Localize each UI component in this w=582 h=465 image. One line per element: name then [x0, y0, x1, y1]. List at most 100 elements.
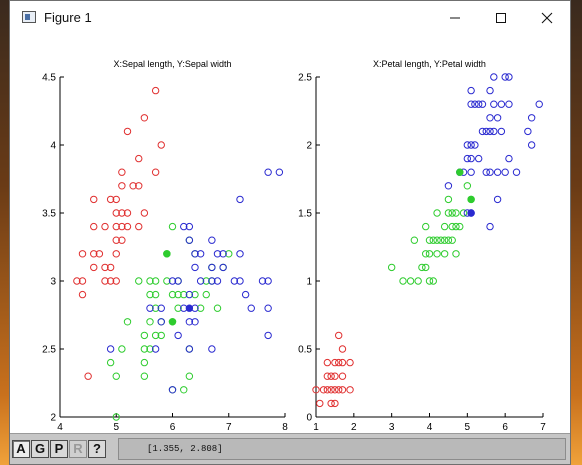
data-point [90, 222, 98, 231]
help-tool-button[interactable]: ? [88, 440, 106, 458]
data-point [444, 236, 453, 244]
grid-tool-button[interactable]: G [31, 440, 49, 458]
data-point [118, 168, 126, 176]
data-point [474, 154, 483, 163]
data-point [486, 168, 494, 176]
data-point [482, 168, 490, 176]
data-point [331, 358, 339, 367]
y-tick-label: 4.5 [42, 73, 56, 84]
data-point [467, 168, 475, 176]
data-point [467, 100, 475, 108]
data-point [90, 195, 98, 204]
data-point [505, 73, 513, 81]
maximize-icon [496, 13, 506, 23]
data-point [219, 250, 227, 258]
data-point [444, 182, 453, 190]
print-tool-button[interactable]: P [50, 440, 68, 458]
x-tick-label: 6 [170, 422, 176, 432]
data-point [135, 222, 143, 231]
data-point [490, 127, 498, 136]
data-point [501, 168, 509, 176]
data-point [112, 236, 120, 244]
data-point [505, 100, 513, 108]
data-point [335, 358, 343, 367]
data-point [429, 277, 437, 285]
data-point [478, 127, 487, 136]
data-point [78, 290, 87, 299]
figure-app-icon [22, 11, 36, 23]
highlighted-point [185, 304, 194, 312]
data-point [327, 372, 335, 380]
data-point [527, 114, 536, 122]
data-point [191, 290, 199, 299]
data-point [524, 127, 532, 136]
data-point [191, 250, 199, 258]
plot-title: X:Sepal length, Y:Sepal width [114, 59, 232, 69]
x-tick-label: 7 [226, 422, 232, 432]
data-point [146, 304, 154, 312]
data-point [151, 168, 160, 176]
data-point [208, 263, 216, 272]
data-point [112, 222, 120, 231]
x-tick-label: 4 [57, 422, 63, 432]
data-point [140, 372, 149, 380]
data-point [118, 209, 126, 217]
data-point [118, 236, 126, 244]
axes-tool-button[interactable]: A [12, 440, 30, 458]
scatter-charts[interactable]: X:Sepal length, Y:Sepal width 2 2.5 3 3.5 4 4.… [10, 35, 570, 432]
data-point [264, 168, 272, 176]
scatter-plot-1: X:Sepal length, Y:Sepal width 2 2.5 3 3.5 4 4.… [42, 59, 288, 432]
data-point [146, 290, 154, 299]
data-point [433, 209, 441, 217]
close-button[interactable] [524, 1, 570, 35]
plot-title: X:Petal length, Y:Petal width [373, 59, 486, 69]
y-tick-label: 1.5 [298, 209, 312, 220]
data-point [151, 86, 160, 95]
data-point [497, 127, 506, 136]
data-point [493, 195, 502, 204]
data-point [258, 277, 267, 285]
x-tick-label: 5 [113, 422, 119, 432]
data-point [168, 290, 177, 299]
data-point [406, 277, 415, 285]
y-tick-label: 2.5 [298, 73, 312, 84]
data-point [448, 236, 456, 244]
data-point [101, 222, 109, 231]
title-bar[interactable]: Figure 1 [10, 1, 570, 35]
data-point [185, 345, 194, 353]
data-point [151, 304, 160, 312]
data-point [247, 304, 255, 312]
scatter-plot-2: X:Petal length, Y:Petal width 0 0.5 1 1.5 2 2.… [298, 59, 546, 432]
data-point [471, 141, 479, 149]
x-tick-label: 6 [502, 422, 508, 432]
data-point [437, 236, 445, 244]
data-point [505, 154, 513, 163]
data-point [478, 100, 487, 108]
data-point [236, 250, 244, 258]
data-point [264, 277, 272, 285]
data-point [168, 386, 177, 394]
data-point [418, 263, 426, 272]
minimize-button[interactable] [432, 1, 478, 35]
maximize-button[interactable] [478, 1, 524, 35]
figure-canvas[interactable]: X:Sepal length, Y:Sepal width 2 2.5 3 3.5 4 4.… [10, 35, 570, 432]
data-point [213, 250, 222, 258]
data-point [346, 386, 354, 394]
data-point [338, 372, 347, 380]
data-point [135, 277, 143, 285]
data-point [157, 318, 165, 326]
data-point [512, 168, 521, 176]
data-point [185, 222, 194, 231]
data-point [335, 386, 343, 394]
data-point [535, 100, 543, 108]
data-point [486, 222, 494, 231]
y-tick-label: 3 [50, 277, 56, 288]
data-point [440, 222, 449, 231]
data-point [174, 304, 182, 312]
data-point [225, 250, 233, 258]
data-point [335, 331, 343, 340]
data-point [425, 250, 434, 258]
data-point [331, 372, 339, 380]
data-point [312, 386, 320, 394]
data-point [486, 114, 494, 122]
